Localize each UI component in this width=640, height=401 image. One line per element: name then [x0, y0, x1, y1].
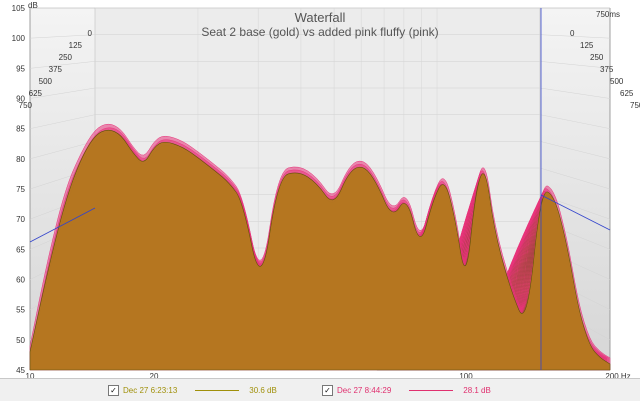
y-tick-label: 90: [16, 95, 25, 104]
y-tick-label: 70: [16, 215, 25, 224]
right-time-tick-label: 375: [600, 65, 614, 74]
y-tick-label: 55: [16, 306, 25, 315]
right-time-tick-label: 125: [580, 41, 594, 50]
right-time-tick-label: 250: [590, 53, 604, 62]
y-tick-label: 85: [16, 125, 25, 134]
axis-ticks: 45 50 55 60 65 70 75 80 85 90 95 100 105 dB 10 20 100 200…: [12, 1, 640, 381]
left-time-tick-label: 500: [39, 77, 53, 86]
right-time-tick-label: 750: [630, 101, 640, 110]
y-tick-label: 45: [16, 366, 25, 375]
legend-item-2[interactable]: ✓ Dec 27 8:44:29 28.1 dB: [322, 383, 491, 397]
legend-swatch-1: [195, 389, 240, 391]
left-time-tick-label: 125: [69, 41, 83, 50]
legend-label-1: Dec 27 6:23:13: [123, 385, 178, 395]
legend-value-1: 30.6 dB: [249, 385, 277, 395]
chart-subtitle: Seat 2 base (gold) vs added pink fluffy …: [201, 25, 438, 39]
gold-slice: [29, 129, 611, 371]
x-tick-label: 200 Hz: [605, 372, 630, 381]
right-time-tick-label: 0: [570, 29, 575, 38]
left-time-tick-label: 750: [19, 101, 33, 110]
right-time-tick-label: 625: [620, 89, 634, 98]
y-unit-label: dB: [28, 1, 38, 10]
legend-label-2: Dec 27 8:44:29: [337, 385, 392, 395]
cursor-lines: [29, 8, 611, 370]
legend-value-2: 28.1 dB: [463, 385, 491, 395]
y-tick-label: 95: [16, 64, 25, 73]
legend-item-1[interactable]: ✓ Dec 27 6:23:13 30.6 dB: [108, 383, 277, 397]
legend-checkbox-2[interactable]: ✓: [322, 384, 333, 396]
left-time-tick-label: 250: [59, 53, 73, 62]
x-tick-label: 10: [26, 372, 35, 381]
y-tick-label: 65: [16, 245, 25, 254]
waterfall-slices: [29, 123, 611, 371]
right-time-tick-label: 500: [610, 77, 624, 86]
legend-swatch-2: [409, 389, 454, 391]
left-time-tick-label: 0: [88, 29, 93, 38]
y-tick-label: 80: [16, 155, 25, 164]
y-tick-label: 50: [16, 336, 25, 345]
x-tick-label: 20: [150, 372, 159, 381]
legend-bar: ✓ Dec 27 6:23:13 30.6 dB ✓ Dec 27 8:44:2…: [0, 378, 640, 401]
y-tick-label: 100: [12, 34, 26, 43]
x-tick-label: 100: [459, 372, 473, 381]
legend-checkbox-1[interactable]: ✓: [108, 384, 119, 396]
left-time-tick-label: 625: [29, 89, 43, 98]
y-tick-label: 105: [12, 4, 26, 13]
y-tick-label: 60: [16, 276, 25, 285]
chart-title: Waterfall: [295, 10, 346, 25]
right-time-tick-label: 750ms: [596, 10, 620, 19]
left-time-tick-label: 375: [49, 65, 63, 74]
y-tick-label: 75: [16, 185, 25, 194]
